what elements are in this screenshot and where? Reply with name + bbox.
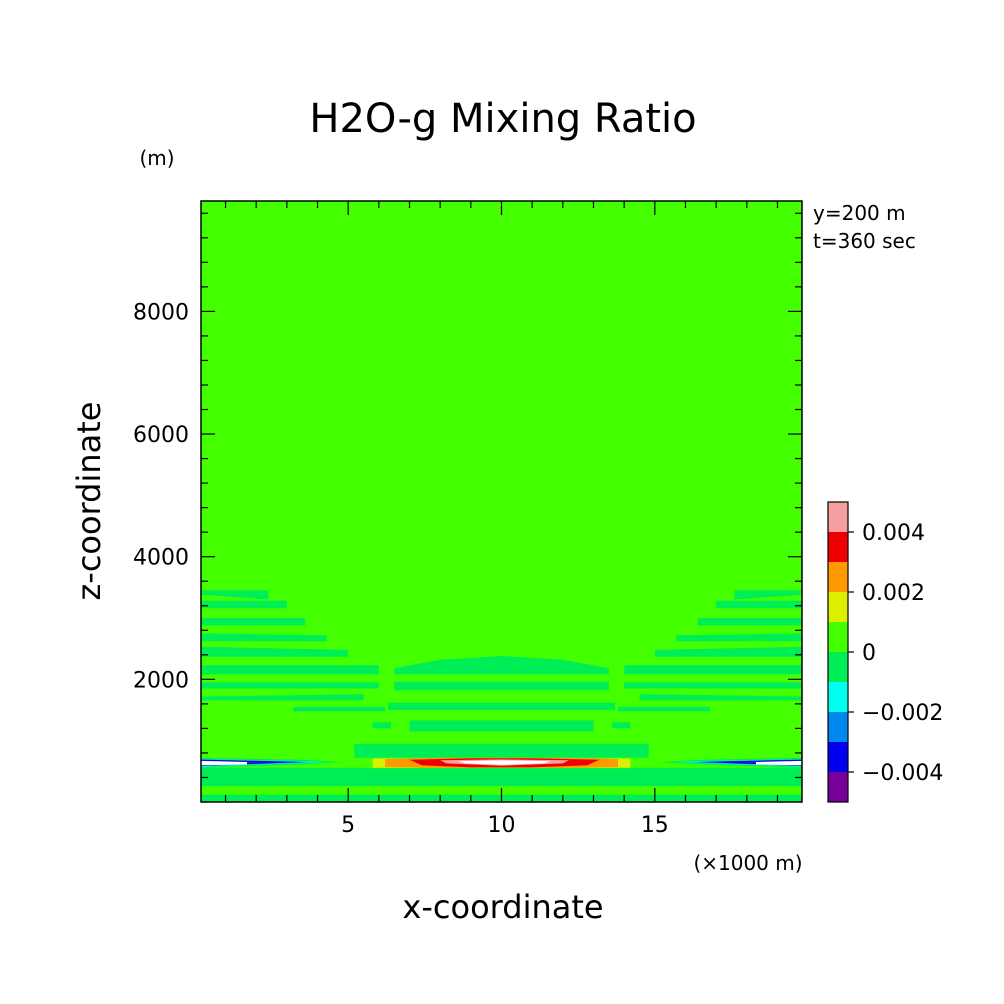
contour-region-3 bbox=[201, 633, 327, 642]
blank-region-2 bbox=[458, 760, 551, 765]
contour-region-17 bbox=[639, 694, 802, 701]
y-axis: 2000 4000 6000 8000 bbox=[133, 212, 802, 779]
contour-region-7 bbox=[201, 694, 364, 701]
contour-region-13 bbox=[676, 633, 802, 642]
colorbar-swatch bbox=[828, 532, 848, 562]
contour-region-24 bbox=[354, 743, 649, 758]
contour-region-1 bbox=[201, 600, 287, 609]
contour-region-0 bbox=[201, 590, 269, 600]
contour-region-18 bbox=[618, 706, 710, 712]
y-tick-label: 8000 bbox=[133, 300, 189, 325]
colorbar-swatch bbox=[828, 652, 848, 682]
x-tick-label: 5 bbox=[341, 813, 355, 838]
x-tick-label: 15 bbox=[641, 813, 669, 838]
colorbar-swatch bbox=[828, 592, 848, 622]
contour-region-16 bbox=[624, 682, 802, 689]
contour-region-4 bbox=[201, 646, 349, 657]
blank-region-0 bbox=[201, 760, 247, 766]
contour-region-23 bbox=[409, 720, 594, 732]
y-axis-label: z-coordinate bbox=[70, 401, 108, 600]
contour-region-20 bbox=[394, 656, 609, 675]
colorbar-swatch bbox=[828, 712, 848, 742]
colorbar-label: −0.002 bbox=[862, 701, 943, 726]
contour-region-14 bbox=[654, 646, 802, 657]
colorbar-swatch bbox=[828, 682, 848, 712]
colorbar-swatch bbox=[828, 742, 848, 772]
blank-region-1 bbox=[756, 760, 802, 766]
plot-area bbox=[201, 201, 802, 802]
colorbar-label: 0 bbox=[862, 641, 876, 666]
contour-region-15 bbox=[624, 665, 802, 675]
annotation-y: y=200 m bbox=[813, 201, 906, 225]
colorbar: 0.004 0.002 0 −0.002 −0.004 bbox=[827, 501, 943, 803]
colorbar-swatch bbox=[828, 562, 848, 592]
chart-title: H2O-g Mixing Ratio bbox=[309, 96, 696, 142]
contour-region-9 bbox=[372, 722, 392, 729]
colorbar-label: 0.002 bbox=[862, 581, 925, 606]
contour-region-6 bbox=[201, 682, 379, 689]
colorbar-swatch bbox=[828, 622, 848, 652]
contour-region-10 bbox=[734, 590, 802, 600]
contour-region-5 bbox=[201, 665, 379, 675]
y-tick-label: 4000 bbox=[133, 546, 189, 571]
y-tick-label: 2000 bbox=[133, 668, 189, 693]
contour-region-22 bbox=[388, 702, 615, 710]
background-region bbox=[201, 201, 802, 802]
contour-region-19 bbox=[611, 722, 631, 729]
colorbar-swatch bbox=[828, 772, 848, 802]
colorbar-swatch bbox=[828, 502, 848, 532]
x-axis-label: x-coordinate bbox=[402, 888, 603, 926]
contour-region-2 bbox=[201, 618, 306, 626]
y-tick-label: 6000 bbox=[133, 423, 189, 448]
x-tick-label: 10 bbox=[488, 813, 516, 838]
contour-region-8 bbox=[293, 706, 385, 712]
contour-region-12 bbox=[697, 618, 802, 626]
contour-region-11 bbox=[716, 600, 802, 609]
annotation-t: t=360 sec bbox=[813, 229, 916, 253]
y-unit-label: (m) bbox=[139, 146, 174, 170]
x-axis: 5 10 15 bbox=[224, 201, 779, 838]
x-unit-label: (×1000 m) bbox=[693, 851, 802, 875]
colorbar-label: 0.004 bbox=[862, 521, 925, 546]
contour-region-21 bbox=[394, 681, 609, 691]
colorbar-label: −0.004 bbox=[862, 761, 943, 786]
